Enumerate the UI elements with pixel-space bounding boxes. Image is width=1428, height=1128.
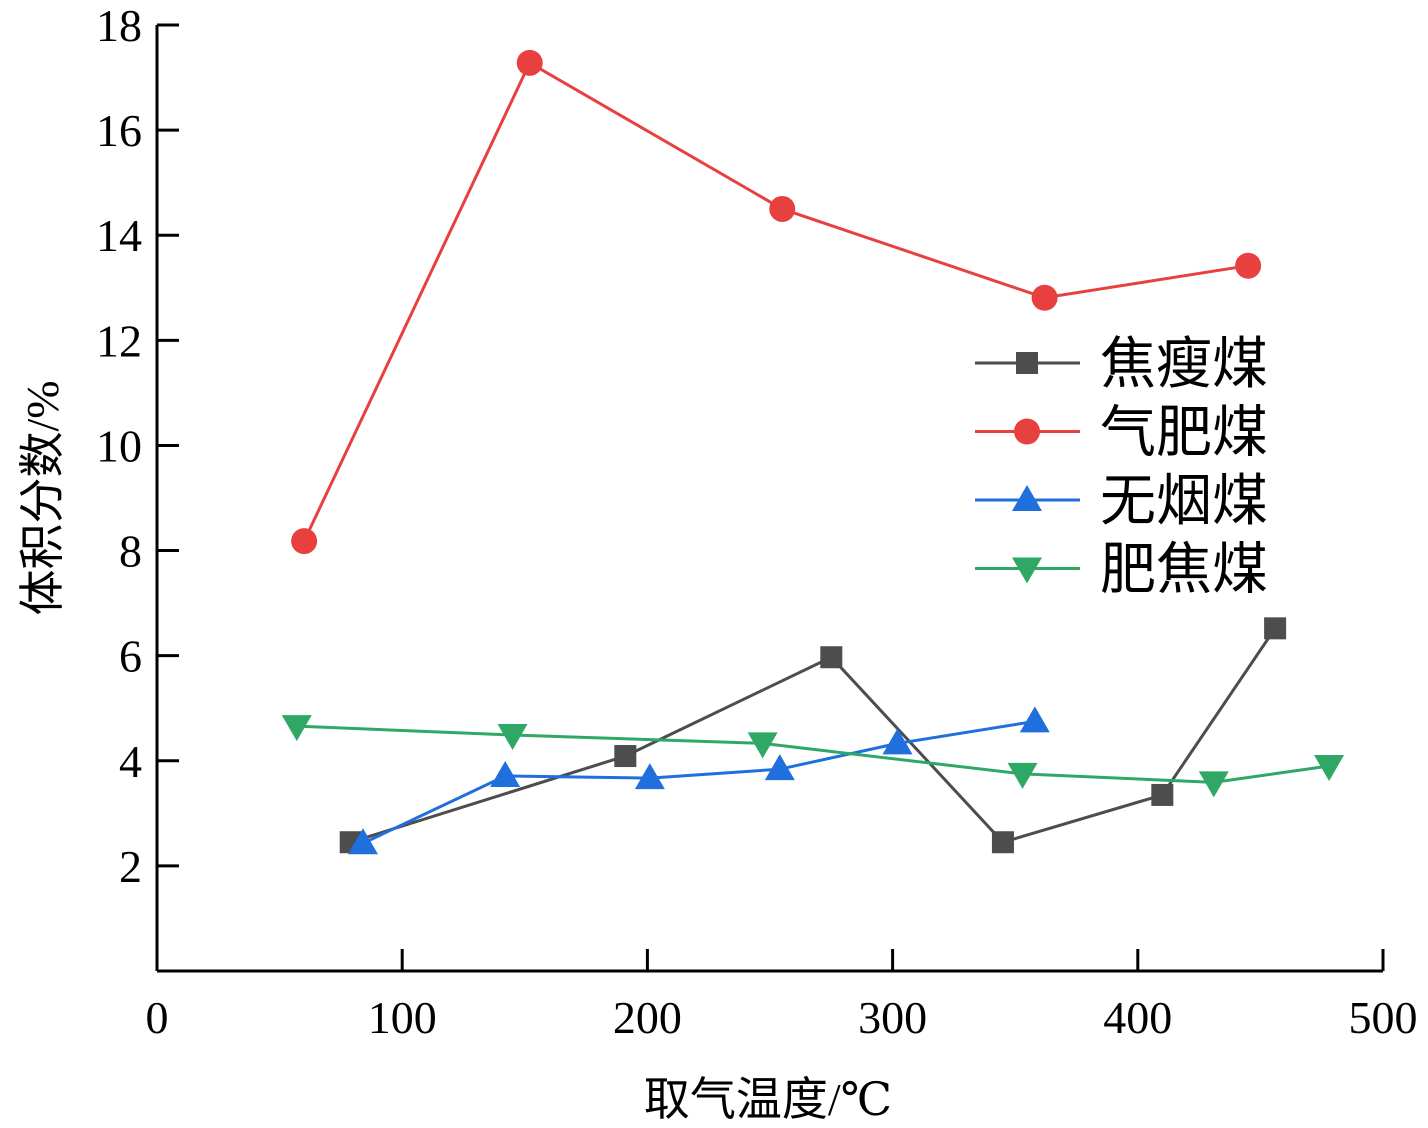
square-marker	[614, 745, 637, 768]
x-tick-label: 0	[146, 992, 169, 1043]
triangle-up-marker	[490, 761, 521, 788]
legend-label: 肥焦煤	[1100, 540, 1268, 602]
y-tick-label: 16	[96, 105, 142, 156]
y-axis-label: 体积分数/%	[17, 380, 68, 615]
legend-item: 无烟煤	[975, 471, 1268, 533]
x-tick-label: 200	[613, 992, 682, 1043]
triangle-down-marker	[497, 724, 528, 751]
circle-marker	[1031, 284, 1058, 311]
triangle-up-marker	[347, 828, 378, 855]
x-tick-label: 100	[368, 992, 437, 1043]
axes: 0 100 200 300 400 500 2 4 6 8 10 12 14 16 18	[96, 0, 1418, 1043]
square-marker	[991, 831, 1014, 854]
legend-item: 焦瘦煤	[975, 334, 1268, 396]
y-tick-label: 10	[96, 420, 142, 471]
y-tick-label: 8	[119, 526, 142, 577]
series-triangle-up	[347, 706, 1050, 855]
x-tick-label: 400	[1103, 992, 1172, 1043]
triangle-down-marker	[1314, 755, 1345, 782]
triangle-up-marker	[764, 754, 795, 781]
square-marker	[1016, 352, 1038, 374]
legend-label: 气肥煤	[1100, 403, 1268, 465]
triangle-down-marker	[281, 715, 312, 742]
series-line	[296, 724, 1330, 784]
triangle-up-marker	[1012, 485, 1042, 511]
x-axis-label: 取气温度/℃	[644, 1074, 892, 1125]
triangle-up-marker	[1019, 706, 1050, 733]
circle-marker	[516, 49, 543, 76]
triangle-down-marker	[747, 732, 778, 759]
series-line	[362, 719, 1036, 845]
legend-item: 肥焦煤	[975, 540, 1268, 602]
y-tick-label: 4	[119, 736, 142, 787]
circle-marker	[1235, 252, 1262, 279]
series-line	[302, 60, 1249, 542]
circle-marker	[1014, 418, 1040, 445]
square-marker	[820, 646, 843, 669]
y-tick-label: 14	[96, 210, 142, 261]
triangle-down-marker	[1198, 771, 1229, 798]
circle-marker	[291, 528, 318, 555]
y-tick-label: 2	[119, 841, 142, 892]
x-tick-label: 300	[858, 992, 927, 1043]
legend-label: 焦瘦煤	[1100, 334, 1268, 396]
triangle-up-marker	[882, 728, 913, 755]
circle-marker	[769, 195, 796, 222]
series-square	[339, 617, 1287, 854]
triangle-up-marker	[634, 763, 665, 790]
square-marker	[1151, 783, 1174, 806]
y-tick-label: 12	[96, 315, 142, 366]
series-line	[350, 627, 1277, 844]
series-circle	[291, 49, 1262, 555]
triangle-down-marker	[1007, 762, 1038, 789]
series-triangle-down	[281, 715, 1345, 798]
series-layer	[281, 49, 1345, 855]
x-tick-label: 500	[1349, 992, 1418, 1043]
y-tick-label: 18	[96, 0, 142, 51]
triangle-down-marker	[1012, 557, 1042, 584]
square-marker	[1264, 617, 1287, 640]
legend-label: 无烟煤	[1100, 471, 1268, 533]
legend-item: 气肥煤	[975, 403, 1268, 465]
y-tick-label: 6	[119, 631, 142, 682]
